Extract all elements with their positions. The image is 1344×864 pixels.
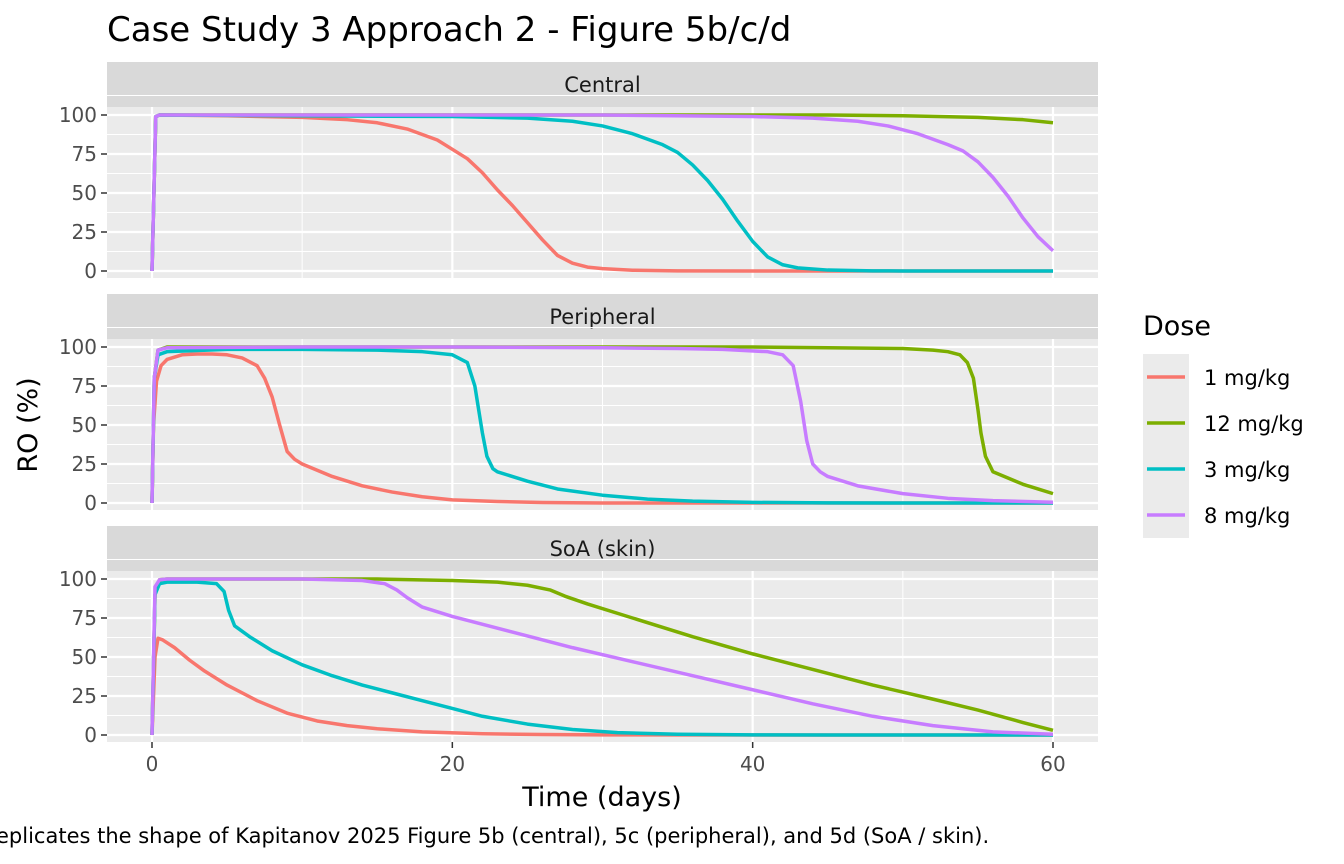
legend-item: 8 mg/kg	[1143, 492, 1290, 538]
legend-title: Dose	[1143, 311, 1211, 342]
legend-item: 3 mg/kg	[1143, 446, 1290, 492]
y-tick-label: 25	[72, 452, 97, 476]
series-line-1-mg-kg	[150, 352, 1053, 505]
strip-label: Peripheral	[549, 305, 655, 329]
panel-peripheral: Peripheral 0 25 50 75 100	[59, 294, 1098, 515]
legend-label: 12 mg/kg	[1204, 412, 1304, 436]
y-tick-label: 0	[84, 491, 97, 515]
series-group	[150, 577, 1054, 737]
x-axis: 0 20 40 60	[146, 742, 1066, 776]
chart-title: Case Study 3 Approach 2 - Figure 5b/c/d	[107, 10, 791, 50]
series-line-3-mg-kg	[150, 580, 1053, 737]
y-tick-label: 0	[84, 723, 97, 747]
x-tick-label: 0	[146, 752, 159, 776]
y-tick-label: 75	[72, 142, 97, 166]
strip-background	[107, 526, 1098, 571]
legend-label: 8 mg/kg	[1204, 504, 1290, 528]
legend: Dose 1 mg/kg 12 mg/kg 3 mg/kg 8 mg/kg	[1143, 311, 1304, 538]
series-line-8-mg-kg	[150, 345, 1054, 504]
series-line-8-mg-kg	[150, 577, 1054, 736]
y-axis-title: RO (%)	[13, 377, 44, 472]
y-tick-label: 25	[72, 684, 97, 708]
y-tick-label: 100	[59, 103, 97, 127]
x-tick-label: 40	[740, 752, 765, 776]
strip-background	[107, 294, 1098, 339]
strip-background	[107, 62, 1098, 107]
series-line-1-mg-kg	[150, 636, 1053, 737]
strip-label: Central	[564, 73, 640, 97]
strip-label: SoA (skin)	[550, 537, 656, 561]
facet-panels: Central0255075100Peripheral0255075100SoA…	[59, 62, 1098, 747]
panel-central: Central 0 25 50 75 100	[59, 62, 1098, 283]
legend-label: 3 mg/kg	[1204, 458, 1290, 482]
x-tick-label: 20	[440, 752, 465, 776]
legend-item: 1 mg/kg	[1143, 354, 1290, 400]
y-tick-label: 100	[59, 335, 97, 359]
legend-item: 12 mg/kg	[1143, 400, 1304, 446]
y-tick-label: 50	[72, 413, 97, 437]
series-group	[150, 345, 1054, 505]
y-tick-label: 50	[72, 645, 97, 669]
series-line-3-mg-kg	[150, 347, 1053, 505]
y-tick-label: 75	[72, 374, 97, 398]
x-axis-title: Time (days)	[521, 782, 681, 813]
y-tick-label: 100	[59, 567, 97, 591]
y-tick-label: 50	[72, 181, 97, 205]
legend-label: 1 mg/kg	[1204, 366, 1290, 390]
y-tick-label: 25	[72, 220, 97, 244]
series-line-8-mg-kg	[150, 113, 1055, 272]
panel-soa-skin: SoA (skin) 0 25 50 75 100	[59, 526, 1098, 747]
chart-caption: eplicates the shape of Kapitanov 2025 Fi…	[0, 824, 989, 848]
series-group	[150, 113, 1055, 273]
y-tick-label: 0	[84, 259, 97, 283]
x-tick-label: 60	[1040, 752, 1065, 776]
y-tick-label: 75	[72, 606, 97, 630]
